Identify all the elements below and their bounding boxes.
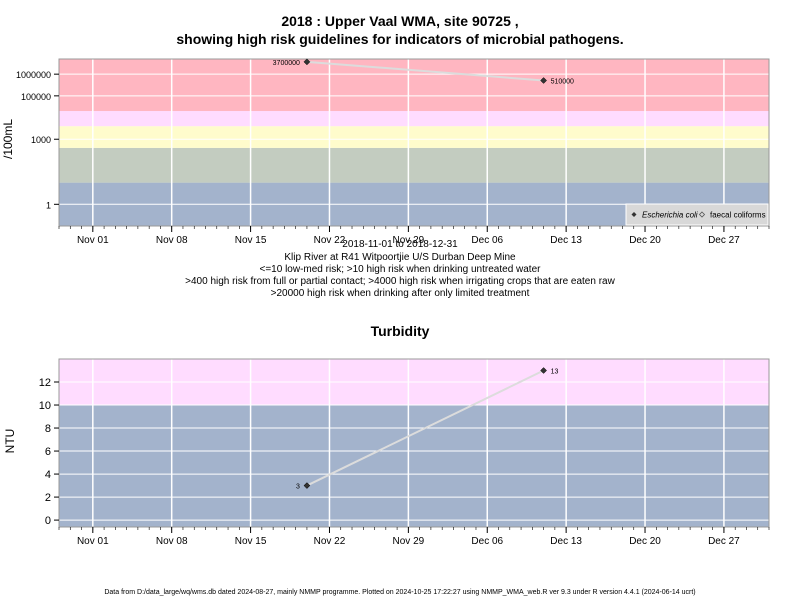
series-line-0 (306, 60, 544, 82)
x-tick-label-0: Nov 01 (77, 536, 109, 547)
series-line-0 (306, 369, 545, 487)
x-tick-label-6: Dec 13 (550, 536, 582, 547)
risk-band-4 (59, 59, 769, 112)
guideline-text-1: <=10 low-med risk; >10 high risk when dr… (259, 264, 541, 275)
x-tick-label-2: Nov 15 (235, 536, 267, 547)
chart-title-line-1: 2018 : Upper Vaal WMA, site 90725 , (281, 13, 519, 29)
data-label-0-0: 3 (296, 484, 300, 491)
turbidity-chart: 0 2 4 6 8 10 12 Nov 01 Nov 08 Nov 15 Nov 22 Nov 29 D… (39, 358, 770, 547)
guideline-text-2: >400 high risk from full or partial cont… (185, 276, 615, 287)
chart-title-line-2: showing high risk guidelines for indicat… (176, 31, 624, 47)
legend-symbol-ecoli (631, 212, 637, 217)
y-tick-label-0: 1 (46, 200, 51, 210)
y-tick-label-6: 12 (39, 377, 51, 389)
risk-band-0 (59, 405, 769, 527)
data-label-0-1: 510000 (551, 79, 574, 86)
legend-label-ecoli: Escherichia coli (642, 211, 698, 220)
data-point-0-0 (303, 58, 311, 66)
x-tick-label-8: Dec 27 (708, 235, 740, 246)
data-point-0-0 (303, 482, 311, 489)
data-label-0-1: 13 (551, 369, 559, 376)
data-label-0-0: 3700000 (273, 60, 300, 67)
y-tick-label-3: 6 (45, 446, 51, 458)
turbidity-title: Turbidity (370, 323, 430, 339)
y-tick-label-0: 0 (45, 515, 51, 527)
date-range-text: 2018-11-01 to 2018-12-31 (342, 239, 458, 250)
risk-band-2 (59, 126, 769, 148)
legend-label-faecal: faecal coliforms (710, 211, 766, 220)
y-tick-label-1: 1000 (31, 135, 51, 145)
risk-band-1 (59, 147, 769, 183)
x-tick-label-3: Nov 22 (314, 536, 346, 547)
x-tick-label-1: Nov 08 (156, 536, 188, 547)
data-point-0-1 (540, 77, 547, 84)
x-tick-label-0: Nov 01 (77, 235, 109, 246)
plot-border (58, 58, 770, 227)
x-tick-label-3: Nov 22 (314, 235, 346, 246)
y-tick-label-5: 10 (39, 400, 51, 412)
ecoli-chart: 1 1000 100000 1000000 Nov 01 Nov 08 Nov 15 Nov … (16, 58, 770, 246)
x-tick-label-7: Dec 20 (629, 536, 661, 547)
x-tick-label-5: Dec 06 (471, 235, 503, 246)
y-tick-label-3: 1000000 (16, 70, 51, 80)
data-point-0-1 (540, 367, 547, 374)
x-tick-label-4: Nov 29 (393, 235, 425, 246)
x-tick-label-4: Nov 29 (393, 536, 425, 547)
footer-note: Data from D:/data_large/wq/wms.db dated … (104, 589, 696, 596)
y-tick-label-1: 2 (45, 492, 51, 504)
x-tick-label-6: Dec 13 (550, 235, 582, 246)
x-tick-label-7: Dec 20 (629, 235, 661, 246)
site-description-text: Klip River at R41 Witpoortjie U/S Durban… (284, 252, 516, 263)
y-tick-label-2: 4 (45, 469, 51, 481)
x-tick-label-2: Nov 15 (235, 235, 267, 246)
y-tick-label-2: 100000 (21, 92, 51, 102)
x-tick-label-1: Nov 08 (156, 235, 188, 246)
x-tick-label-5: Dec 06 (471, 536, 503, 547)
risk-band-3 (59, 111, 769, 127)
guideline-text-3: >20000 high risk when drinking after onl… (270, 288, 530, 299)
y-tick-label-4: 8 (45, 423, 51, 435)
legend-symbol-faecal (698, 211, 706, 218)
plot-border (58, 358, 770, 528)
x-tick-label-8: Dec 27 (708, 536, 740, 547)
legend-box (625, 203, 769, 226)
